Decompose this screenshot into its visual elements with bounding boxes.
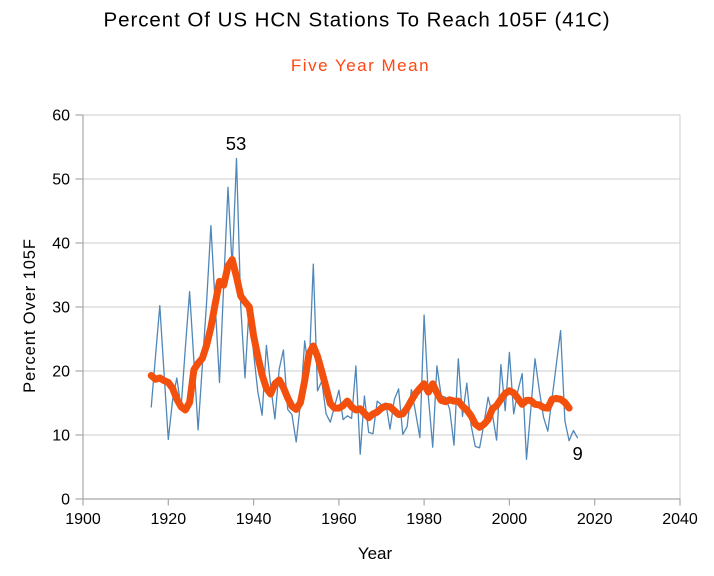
- svg-text:1940: 1940: [236, 511, 272, 528]
- svg-text:40: 40: [52, 236, 70, 253]
- svg-text:9: 9: [572, 443, 582, 464]
- svg-text:50: 50: [52, 172, 70, 189]
- svg-text:1920: 1920: [151, 511, 187, 528]
- svg-text:1960: 1960: [321, 511, 357, 528]
- svg-text:60: 60: [52, 108, 70, 125]
- svg-text:10: 10: [52, 428, 70, 445]
- svg-text:1980: 1980: [406, 511, 442, 528]
- svg-text:20: 20: [52, 364, 70, 381]
- svg-text:Year: Year: [358, 544, 393, 563]
- svg-text:Percent Over 105F: Percent Over 105F: [21, 238, 39, 393]
- svg-text:2020: 2020: [577, 511, 613, 528]
- svg-text:2040: 2040: [662, 511, 698, 528]
- svg-text:Five Year Mean: Five Year Mean: [291, 56, 430, 75]
- svg-text:Percent Of US HCN Stations To: Percent Of US HCN Stations To Reach 105F…: [103, 9, 610, 32]
- svg-text:1900: 1900: [65, 511, 101, 528]
- svg-text:2000: 2000: [492, 511, 528, 528]
- svg-text:0: 0: [61, 492, 70, 509]
- svg-text:53: 53: [226, 133, 247, 154]
- svg-text:30: 30: [52, 300, 70, 317]
